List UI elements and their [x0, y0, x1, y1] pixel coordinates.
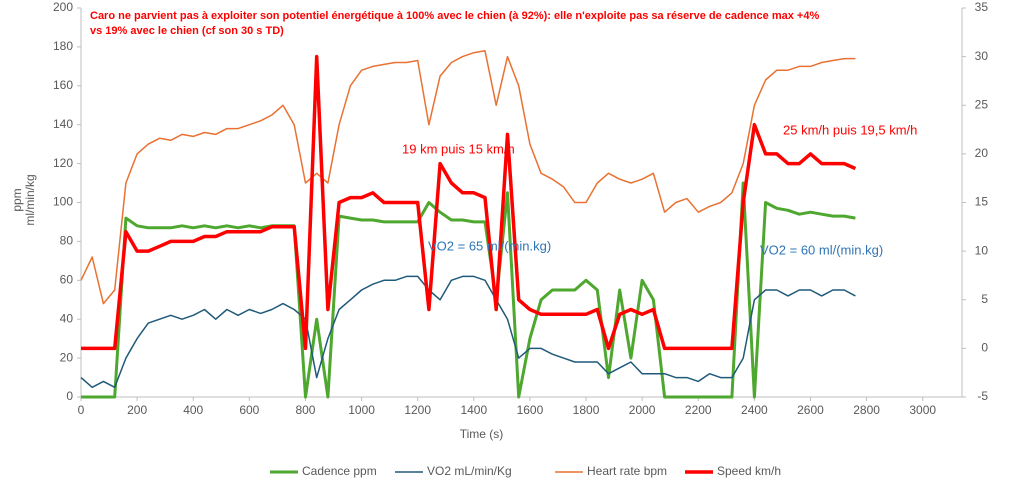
legend-label: Cadence ppm [302, 464, 377, 478]
x-tick-label: 2800 [853, 403, 880, 417]
y-tick-label: 120 [53, 156, 73, 170]
y2-tick-label: 15 [975, 195, 989, 209]
x-tick-label: 800 [295, 403, 315, 417]
y-axis-label: ppm [10, 188, 24, 211]
y-axis-label: ml/min/kg [23, 174, 37, 225]
x-tick-label: 400 [183, 403, 203, 417]
x-tick-label: 0 [78, 403, 85, 417]
y2-tick-label: 25 [975, 97, 989, 111]
y-tick-label: 140 [53, 117, 73, 131]
x-tick-label: 1000 [348, 403, 375, 417]
y2-tick-label: 30 [975, 49, 989, 63]
x-tick-label: 2400 [741, 403, 768, 417]
y-tick-label: 160 [53, 78, 73, 92]
annotation: 19 km puis 15 km/h [402, 141, 515, 156]
y-tick-label: 60 [60, 272, 74, 286]
x-tick-label: 1200 [404, 403, 431, 417]
annotation: VO2 = 60 ml/(min.kg) [760, 242, 883, 257]
y2-tick-label: 5 [981, 292, 988, 306]
y-tick-label: 20 [60, 350, 74, 364]
x-tick-label: 2000 [629, 403, 656, 417]
y-tick-label: 180 [53, 39, 73, 53]
x-tick-label: 1600 [517, 403, 544, 417]
y-tick-label: 80 [60, 234, 74, 248]
y2-tick-label: 0 [981, 341, 988, 355]
chart-title: Caro ne parvient pas à exploiter son pot… [90, 10, 820, 37]
x-axis-label: Time (s) [460, 427, 504, 441]
x-tick-label: 3000 [909, 403, 936, 417]
y-tick-label: 100 [53, 195, 73, 209]
x-tick-label: 600 [239, 403, 259, 417]
y-tick-label: 200 [53, 0, 73, 14]
x-tick-label: 1400 [460, 403, 487, 417]
legend-label: Speed km/h [717, 464, 781, 478]
y-tick-label: 0 [66, 389, 73, 403]
annotation: VO2 = 65 ml/(min.kg) [428, 238, 551, 253]
y2-tick-label: 35 [975, 0, 989, 14]
x-tick-label: 1800 [573, 403, 600, 417]
series-line [80, 275, 856, 389]
series-line [80, 50, 856, 305]
series-line [81, 181, 856, 399]
y2-tick-label: -5 [977, 389, 988, 403]
series-line [81, 54, 857, 351]
x-tick-label: 2200 [685, 403, 712, 417]
legend-label: Heart rate bpm [587, 464, 667, 478]
annotation: 25 km/h puis 19,5 km/h [783, 122, 917, 137]
x-tick-label: 200 [127, 403, 147, 417]
y-tick-label: 40 [60, 311, 74, 325]
x-tick-label: 2600 [797, 403, 824, 417]
legend-label: VO2 mL/min/Kg [427, 464, 512, 478]
y2-tick-label: 20 [975, 146, 989, 160]
y2-tick-label: 10 [975, 243, 989, 257]
